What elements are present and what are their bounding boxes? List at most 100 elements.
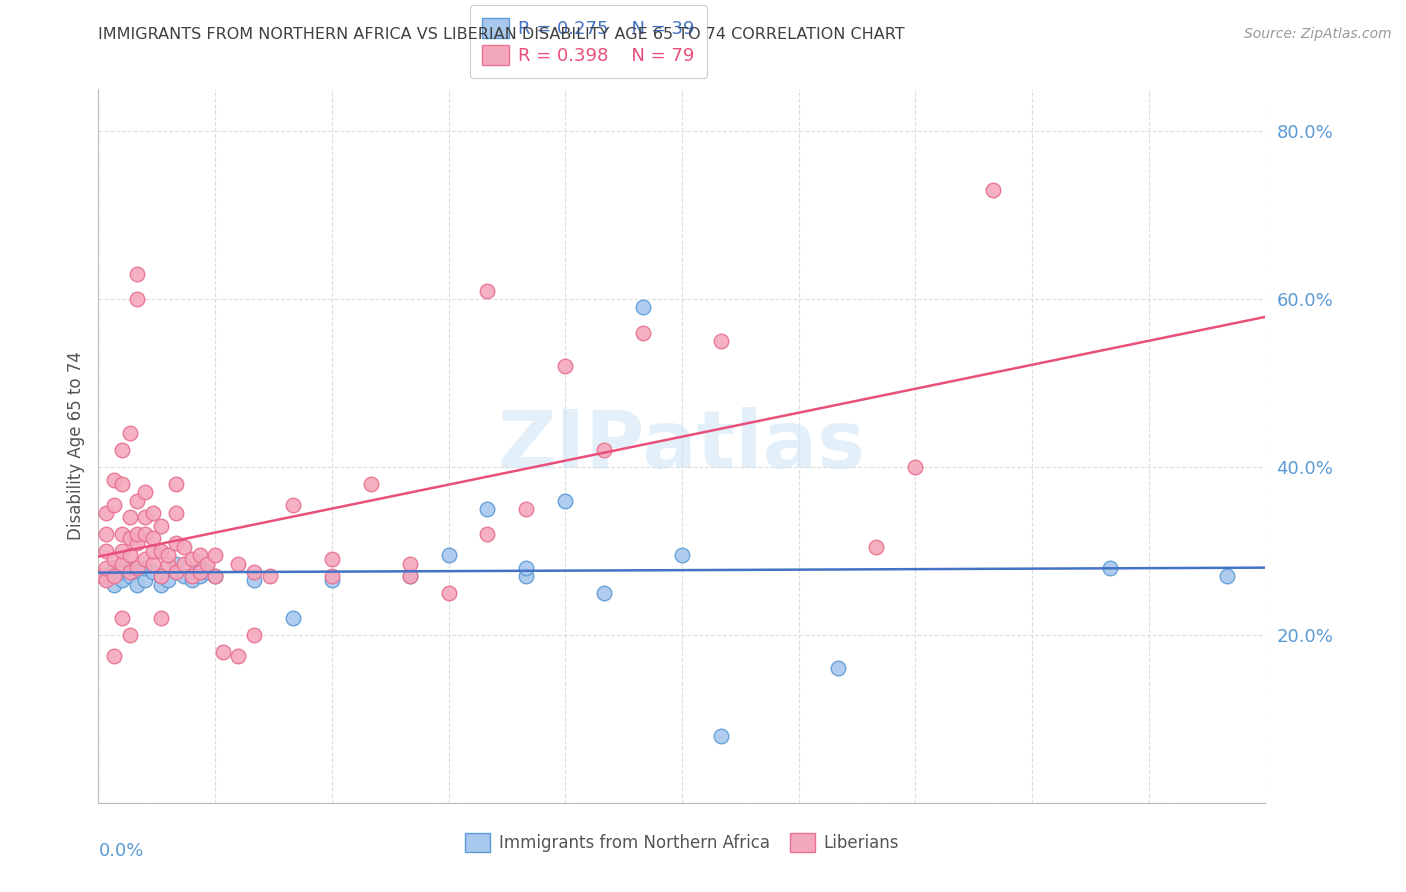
Point (180, 569, 202, 583)
Legend: Immigrants from Northern Africa, Liberians: Immigrants from Northern Africa, Liberia… (458, 827, 905, 859)
Point (981, 183, 1004, 197)
Point (204, 569, 226, 583)
Point (149, 611, 172, 625)
Point (631, 326, 654, 340)
Point (865, 540, 887, 554)
Point (173, 540, 195, 554)
Point (904, 460, 927, 475)
Text: 0.0%: 0.0% (98, 842, 143, 860)
Point (96, 569, 118, 583)
Point (96, 560, 118, 574)
Point (142, 506, 165, 520)
Point (134, 527, 156, 541)
Point (111, 443, 134, 458)
Point (157, 557, 180, 571)
Point (127, 292, 149, 306)
Point (477, 502, 499, 516)
Point (188, 569, 211, 583)
Point (149, 518, 172, 533)
Point (321, 569, 343, 583)
Point (515, 560, 537, 574)
Point (103, 473, 125, 487)
Point (195, 565, 218, 579)
Point (165, 565, 187, 579)
Point (127, 565, 149, 579)
Point (515, 502, 537, 516)
Point (134, 510, 156, 524)
Point (165, 535, 187, 549)
Point (243, 574, 266, 588)
Point (103, 560, 125, 574)
Point (398, 557, 420, 571)
Point (165, 506, 187, 520)
Point (134, 574, 156, 588)
Point (554, 359, 576, 374)
Point (228, 557, 250, 571)
Point (827, 661, 849, 675)
Point (593, 586, 616, 600)
Point (281, 611, 304, 625)
Point (127, 560, 149, 574)
Point (96, 527, 118, 541)
Point (142, 544, 165, 558)
Point (149, 569, 172, 583)
Point (118, 510, 141, 524)
Point (195, 557, 218, 571)
Point (96, 506, 118, 520)
Point (142, 565, 165, 579)
Point (134, 485, 156, 500)
Point (477, 284, 499, 298)
Point (554, 493, 576, 508)
Point (118, 569, 141, 583)
Point (180, 574, 202, 588)
Point (710, 729, 733, 743)
Point (127, 577, 149, 591)
Point (437, 586, 460, 600)
Point (103, 569, 125, 583)
Point (149, 577, 172, 591)
Point (142, 532, 165, 546)
Point (149, 544, 172, 558)
Point (96, 574, 118, 588)
Point (157, 574, 180, 588)
Point (243, 565, 266, 579)
Point (204, 548, 226, 562)
Point (149, 569, 172, 583)
Point (103, 648, 125, 663)
Point (173, 557, 195, 571)
Point (188, 560, 211, 574)
Point (180, 552, 202, 566)
Point (228, 648, 250, 663)
Point (212, 645, 235, 659)
Point (165, 476, 187, 491)
Point (398, 569, 420, 583)
Point (111, 476, 134, 491)
Point (91, 569, 114, 583)
Point (671, 548, 693, 562)
Point (118, 560, 141, 574)
Point (127, 527, 149, 541)
Text: ZIPatlas: ZIPatlas (498, 407, 866, 485)
Point (134, 560, 156, 574)
Point (165, 565, 187, 579)
Y-axis label: Disability Age 65 to 74: Disability Age 65 to 74 (66, 351, 84, 541)
Point (259, 569, 281, 583)
Point (165, 557, 187, 571)
Point (111, 565, 134, 579)
Point (103, 552, 125, 566)
Point (118, 548, 141, 562)
Point (515, 569, 537, 583)
Point (281, 498, 304, 512)
Point (173, 569, 195, 583)
Point (360, 476, 382, 491)
Point (1098, 560, 1121, 574)
Point (188, 565, 211, 579)
Point (593, 443, 616, 458)
Text: IMMIGRANTS FROM NORTHERN AFRICA VS LIBERIAN DISABILITY AGE 65 TO 74 CORRELATION : IMMIGRANTS FROM NORTHERN AFRICA VS LIBER… (98, 27, 905, 42)
Point (103, 498, 125, 512)
Point (111, 574, 134, 588)
Point (710, 334, 733, 348)
Point (111, 611, 134, 625)
Point (142, 557, 165, 571)
Point (1215, 569, 1237, 583)
